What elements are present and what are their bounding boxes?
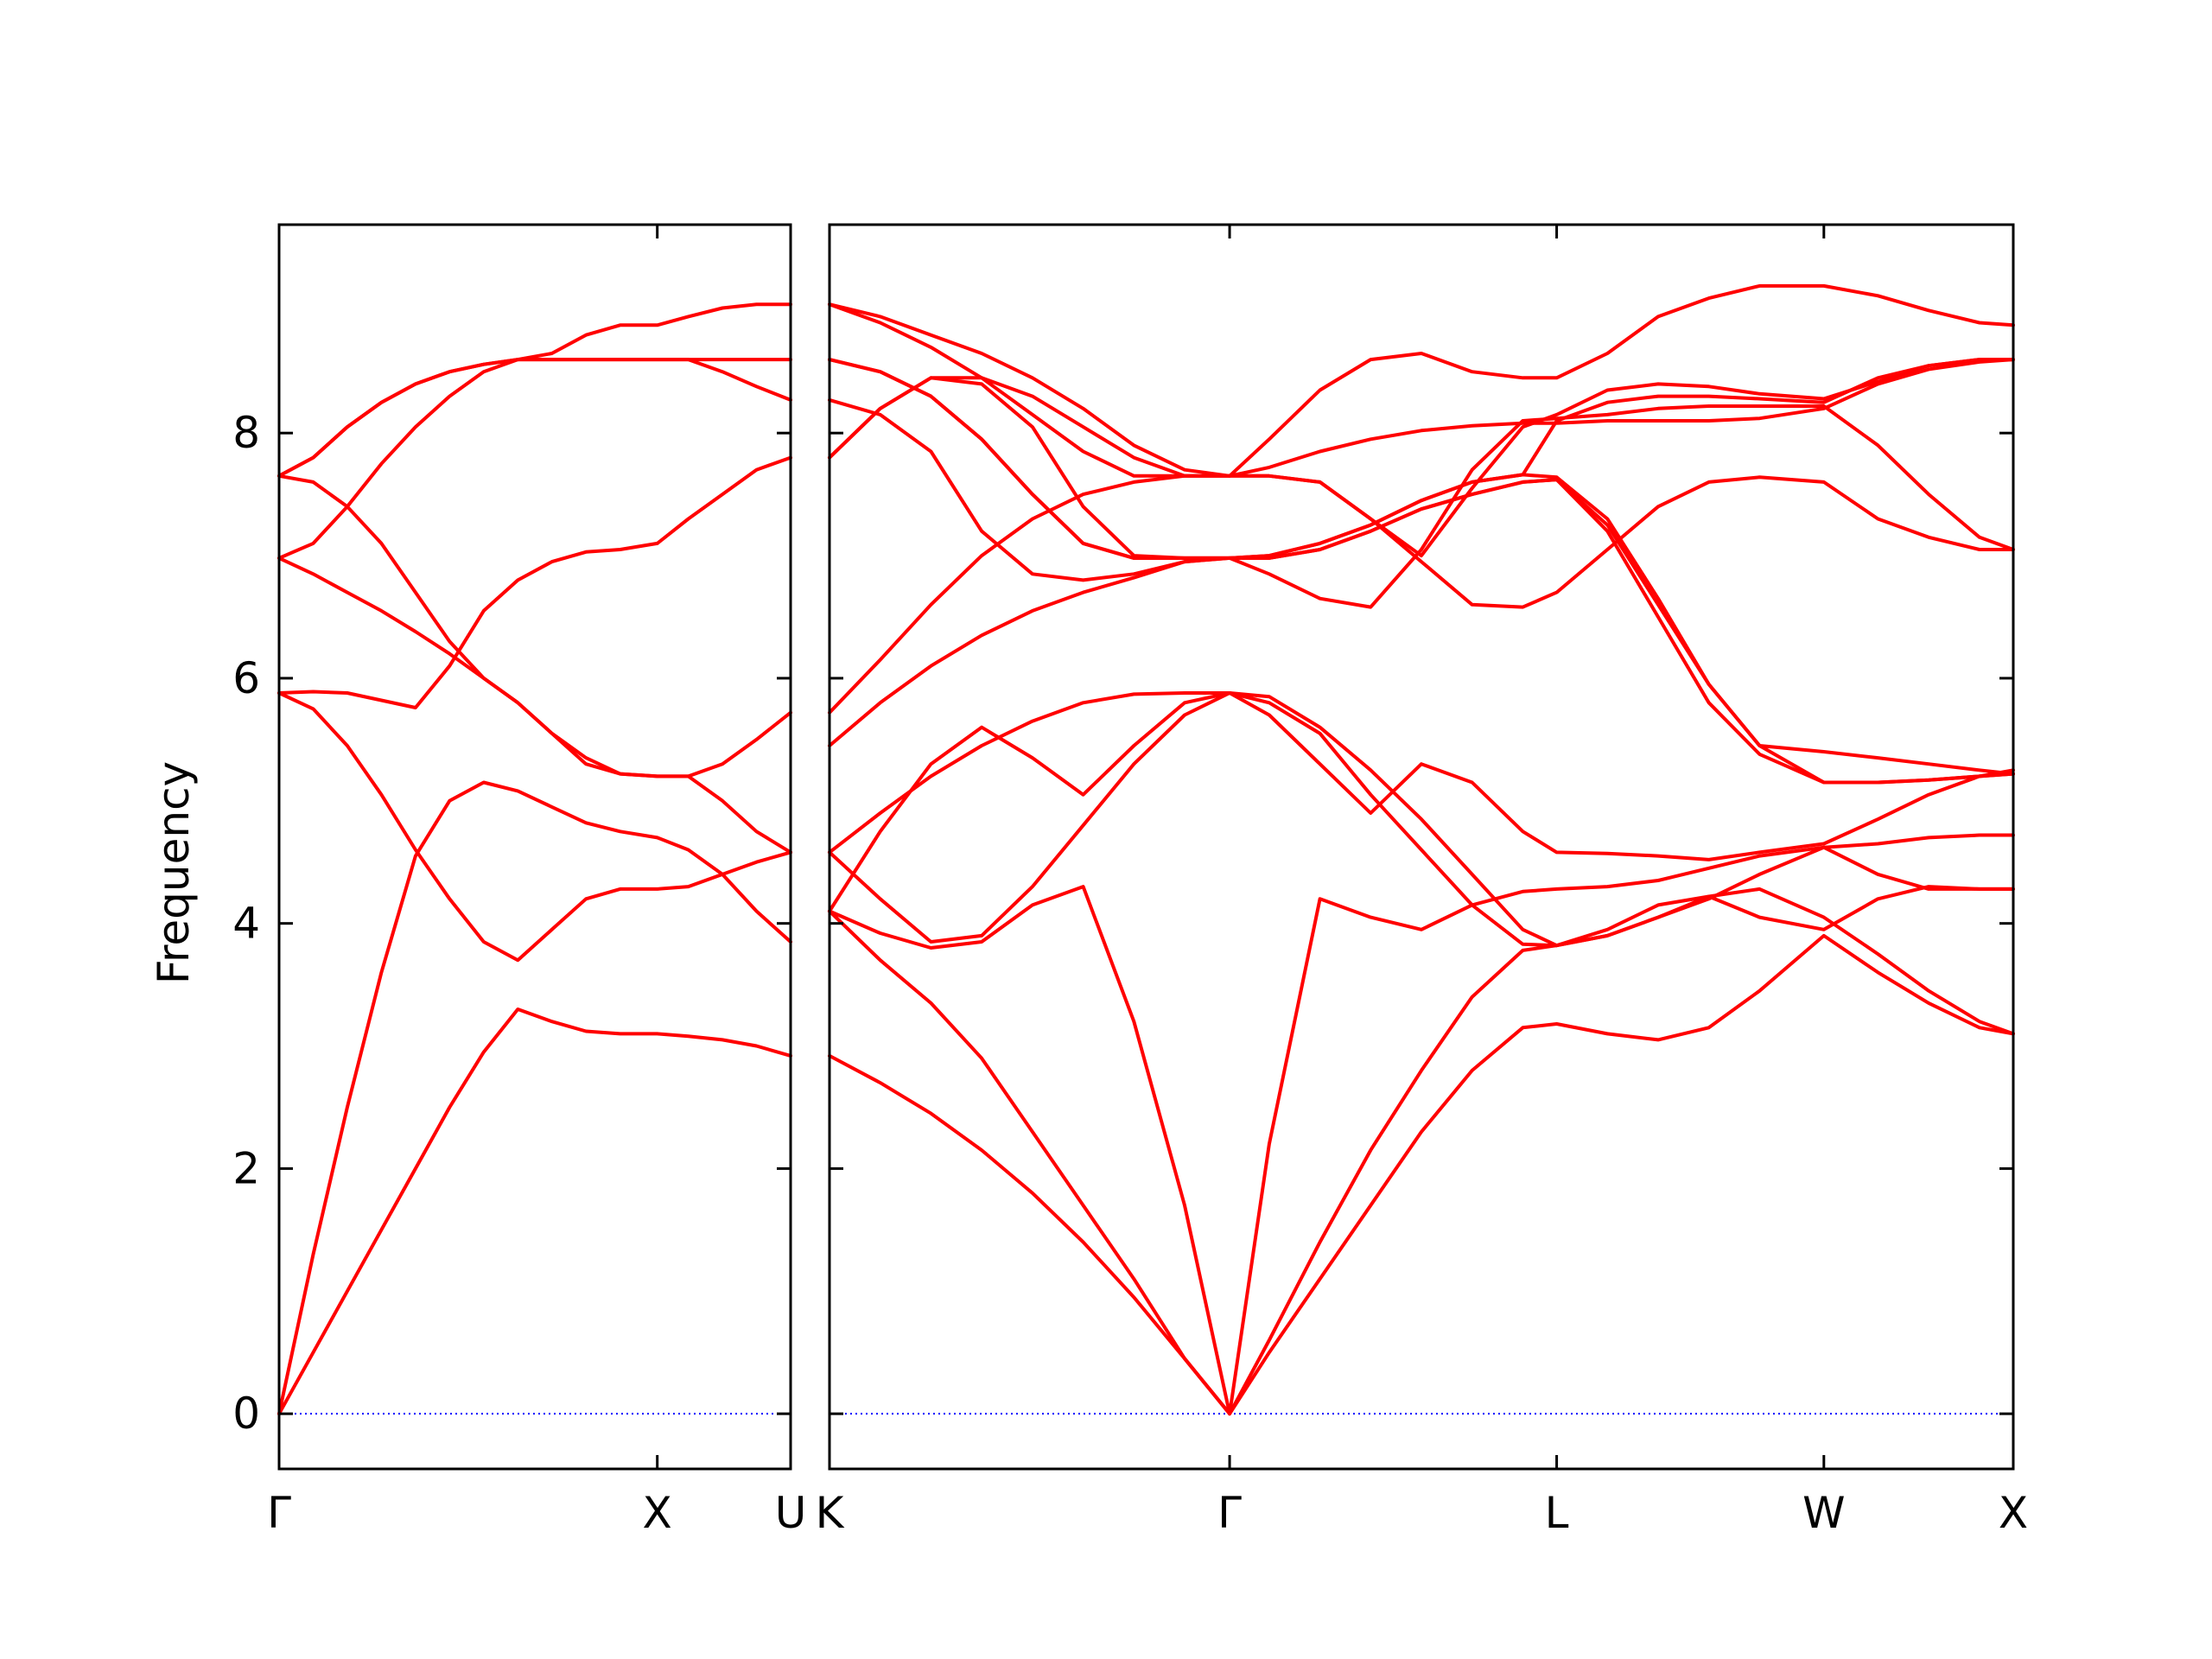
- panel-1-xtick-label: U: [775, 1488, 807, 1538]
- panel-1-band-4: [277, 455, 792, 709]
- panel-2-band-1: [828, 933, 2015, 1416]
- panel-1-band-1: [277, 1007, 792, 1416]
- ytick-label: 8: [232, 408, 260, 458]
- panel-2-xtick-label: Γ: [1217, 1488, 1242, 1538]
- panel-2-band-5: [828, 691, 2015, 913]
- panel-2-band-4: [828, 691, 2015, 948]
- panel-2-band-14: [828, 302, 2015, 558]
- panel-1-band-9: [277, 302, 792, 478]
- panel-2-band-15: [828, 376, 2015, 609]
- panel-2-band-6: [828, 691, 2015, 1036]
- axes-layer: [277, 223, 2015, 1471]
- panel-2-band-12: [828, 283, 2015, 478]
- panel-1-band-7: [277, 358, 792, 560]
- panel-2-xtick-label: K: [816, 1488, 845, 1538]
- panel-2-band-2: [828, 885, 2015, 1416]
- panel-1-band-5: [277, 556, 792, 855]
- ytick-label: 4: [232, 899, 260, 949]
- ytick-label: 0: [232, 1389, 260, 1439]
- panel-2-band-10: [828, 397, 2015, 776]
- ytick-label: 2: [232, 1143, 260, 1193]
- panel-2-xtick-label: L: [1545, 1488, 1569, 1538]
- panel-2-band-8: [828, 358, 2015, 715]
- panel-1-band-8: [277, 358, 792, 478]
- panel-1-band-6: [277, 474, 792, 779]
- panel-2-frame: [828, 223, 2015, 1471]
- panel-1-xtick-label: X: [643, 1488, 672, 1538]
- panel-2-xtick-label: X: [1999, 1488, 2028, 1538]
- ticks-layer: Γ X U 0 2 4 6 8 K Γ L W X: [232, 225, 2028, 1538]
- panel-2-band-7: [828, 404, 2015, 747]
- y-axis-label: Frequency: [149, 761, 199, 984]
- panel-1-frame: [277, 223, 792, 1471]
- panel-2-xtick-label: W: [1802, 1488, 1845, 1538]
- panel-1-band-3: [277, 691, 792, 963]
- panel-2-band-11: [828, 358, 2015, 785]
- panel-1-xtick-label: Γ: [267, 1488, 291, 1538]
- panel-2-band-13: [828, 358, 2015, 560]
- panel-1-band-2: [277, 780, 792, 1416]
- bands-layer: [277, 283, 2015, 1416]
- ytick-label: 6: [232, 653, 260, 703]
- panel-2-band-9: [828, 376, 2015, 785]
